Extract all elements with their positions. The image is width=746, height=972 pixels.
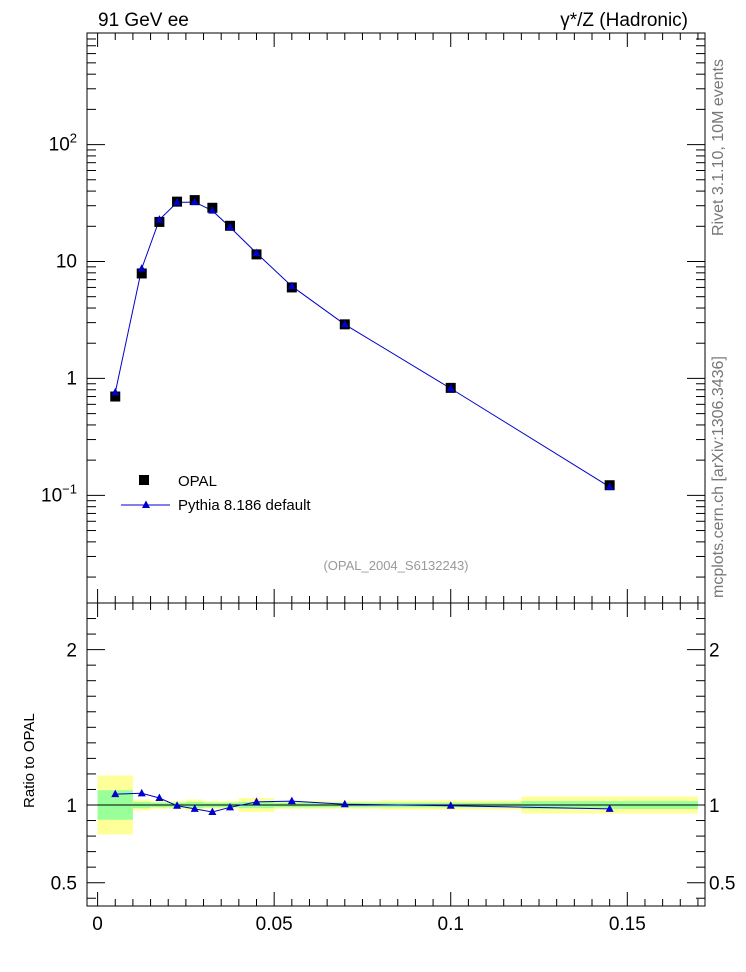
ratio-point bbox=[340, 799, 349, 808]
opal-points bbox=[110, 195, 615, 491]
y-tick-label: 10−1 bbox=[41, 481, 77, 506]
pythia-line bbox=[114, 201, 610, 488]
top-panel: 10−1 1 10 102 (OPAL_2004_S6132243) OPAL Pyt… bbox=[41, 32, 706, 604]
legend-pythia-marker bbox=[142, 500, 150, 508]
pythia-point bbox=[605, 482, 614, 490]
x-tick-label: 0 bbox=[92, 914, 103, 935]
ratio-point bbox=[111, 789, 120, 798]
pythia-point bbox=[226, 222, 235, 231]
ratio-ylabel: Ratio to OPAL bbox=[21, 713, 38, 808]
ratio-point bbox=[208, 807, 217, 815]
bottom-ticks bbox=[87, 603, 705, 906]
top-y-tick-labels: 10−1 1 10 102 bbox=[41, 131, 77, 507]
ratio-y-tick-label-right: 1 bbox=[709, 796, 720, 817]
pythia-point bbox=[252, 248, 261, 257]
pythia-point bbox=[173, 197, 182, 206]
ratio-y-tick-label-left: 0.5 bbox=[51, 874, 77, 895]
opal-point bbox=[110, 391, 121, 402]
ratio-y-tick-label-right: 0.5 bbox=[709, 874, 735, 895]
analysis-id: (OPAL_2004_S6132243) bbox=[323, 558, 468, 573]
header-left: 91 GeV ee bbox=[98, 10, 189, 31]
pythia-point bbox=[287, 281, 296, 290]
ratio-points bbox=[111, 788, 614, 815]
pythia-point bbox=[208, 206, 217, 214]
pythia-point bbox=[155, 215, 164, 223]
y-tick-label: 102 bbox=[49, 131, 77, 156]
ratio-line bbox=[115, 792, 610, 813]
legend-pythia-label: Pythia 8.186 default bbox=[178, 497, 311, 514]
y-tick-label: 1 bbox=[66, 368, 77, 389]
top-ticks bbox=[87, 32, 705, 603]
ratio-point bbox=[155, 793, 164, 802]
top-frame bbox=[86, 32, 706, 604]
x-tick-label: 0.05 bbox=[256, 914, 293, 935]
opal-point bbox=[136, 268, 147, 279]
ratio-point bbox=[137, 788, 146, 797]
ratio-point bbox=[190, 804, 199, 812]
ratio-y-tick-label-left: 1 bbox=[66, 796, 77, 817]
pythia-point bbox=[111, 387, 120, 396]
pythia-points bbox=[111, 197, 614, 490]
rivet-label: Rivet 3.1.10, 10M events bbox=[710, 59, 727, 236]
pythia-point bbox=[340, 319, 349, 328]
x-tick-labels: 0 0.05 0.1 0.15 bbox=[92, 914, 645, 935]
ratio-point bbox=[226, 802, 235, 811]
pythia-point bbox=[190, 197, 199, 206]
y-tick-label: 10 bbox=[56, 251, 77, 272]
ratio-point bbox=[287, 796, 296, 805]
legend: OPAL Pythia 8.186 default bbox=[121, 473, 311, 514]
pythia-point bbox=[446, 383, 455, 392]
ratio-point bbox=[605, 804, 614, 812]
header-right: γ*/Z (Hadronic) bbox=[560, 10, 688, 31]
bottom-panel: 0.5 0.5 1 1 2 2 0 0.05 0.1 0.15 Ratio to OPAL bbox=[21, 602, 736, 935]
x-tick-label: 0.15 bbox=[609, 914, 646, 935]
ratio-point bbox=[252, 797, 261, 805]
ratio-y-tick-label-left: 2 bbox=[66, 641, 77, 662]
pythia-point bbox=[137, 264, 146, 272]
legend-opal-label: OPAL bbox=[178, 473, 217, 490]
ratio-point bbox=[173, 801, 182, 809]
bottom-y-tick-labels: 0.5 0.5 1 1 2 2 bbox=[51, 641, 736, 895]
legend-opal-marker bbox=[139, 475, 149, 485]
ratio-point bbox=[446, 801, 455, 809]
x-tick-label: 0.1 bbox=[438, 914, 464, 935]
bottom-frame bbox=[86, 602, 706, 907]
source-label: mcplots.cern.ch [arXiv:1306.3436] bbox=[710, 356, 727, 598]
ratio-y-tick-label-right: 2 bbox=[709, 641, 720, 662]
